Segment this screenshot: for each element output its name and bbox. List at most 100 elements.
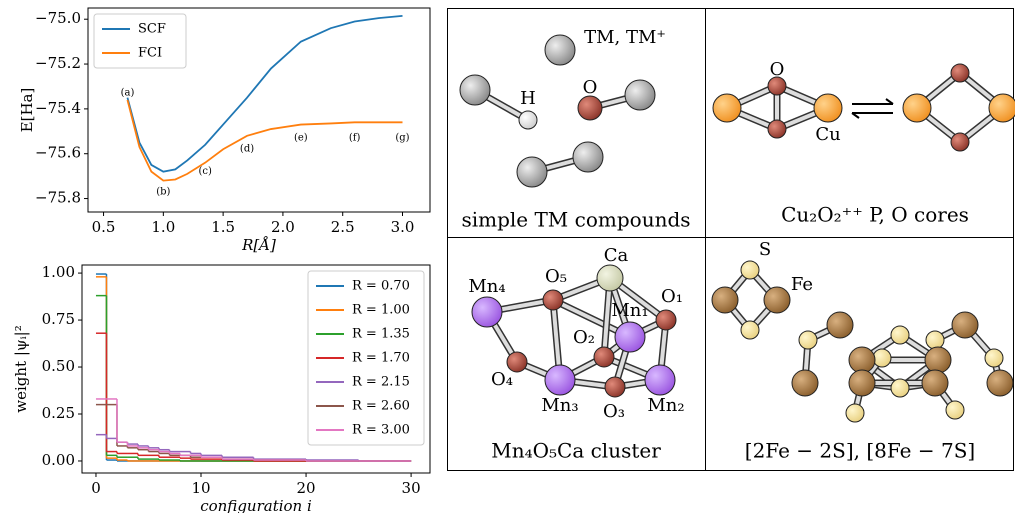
atom	[573, 142, 603, 172]
atom-label: S	[759, 239, 771, 260]
legend-label: R = 2.60	[352, 399, 410, 414]
annotation: (a)	[121, 88, 135, 99]
annotation: (d)	[240, 144, 254, 155]
atom-label: O₄	[491, 369, 513, 390]
y-tick-label: 1.00	[42, 263, 75, 281]
atom-label: H	[520, 88, 536, 109]
atom-label: Mn₂	[647, 395, 684, 416]
atom	[472, 297, 502, 327]
y-tick-label: 0.75	[42, 310, 75, 328]
atom	[741, 261, 759, 279]
atom	[849, 347, 875, 373]
atom	[625, 80, 655, 110]
atom	[545, 35, 575, 65]
atom	[814, 94, 842, 122]
annotation: (c)	[198, 166, 212, 177]
x-tick-label: 30	[402, 479, 421, 497]
atom	[543, 290, 563, 310]
annotation: (f)	[349, 133, 361, 144]
atom	[951, 133, 969, 151]
x-axis-label: configuration i	[200, 497, 312, 513]
atom	[926, 331, 944, 349]
legend-label: R = 1.70	[352, 351, 410, 366]
annotation: (e)	[294, 133, 308, 144]
legend-label: R = 0.70	[352, 279, 410, 294]
panel-frame	[448, 9, 1014, 471]
y-tick-label: −75.4	[35, 99, 81, 117]
atom	[946, 401, 964, 419]
atom	[922, 370, 948, 396]
atom	[987, 370, 1013, 396]
y-tick-label: 0.00	[42, 451, 75, 469]
atom	[903, 94, 931, 122]
atom-label: O	[770, 59, 785, 80]
panel-caption: Mn₄O₅Ca cluster	[491, 439, 661, 463]
atom	[594, 347, 614, 367]
panel-caption: Cu₂O₂⁺⁺ P, O cores	[781, 203, 969, 227]
atom-label: O₁	[661, 286, 683, 307]
atom-label: O₂	[573, 327, 595, 348]
atom	[764, 287, 790, 313]
atom	[792, 370, 818, 396]
atom	[656, 310, 676, 330]
y-axis-label: weight |ψᵢ|²	[12, 325, 30, 412]
atom-label: O	[583, 77, 598, 98]
panel-caption: [2Fe − 2S], [8Fe − 7S]	[745, 439, 975, 463]
arrow	[852, 113, 893, 118]
x-tick-label: 20	[297, 479, 316, 497]
y-axis-label: E[Ha]	[18, 88, 36, 133]
atom	[712, 287, 738, 313]
legend-label: SCF	[138, 22, 166, 37]
x-tick-label: 10	[191, 479, 210, 497]
annotation: (b)	[156, 186, 170, 197]
atom	[517, 157, 547, 187]
x-tick-label: 0.5	[92, 218, 116, 236]
atom-label: O₃	[603, 401, 625, 422]
annotation: (g)	[395, 133, 409, 144]
legend-label: FCI	[138, 46, 162, 61]
atom-label: Mn₄	[468, 276, 505, 297]
atom	[952, 312, 978, 338]
legend-label: R = 1.00	[352, 303, 410, 318]
y-tick-label: −75.6	[35, 144, 81, 162]
atom-label: Ca	[604, 245, 629, 266]
x-axis-label: R[Å]	[241, 236, 276, 254]
x-tick-label: 0	[91, 479, 101, 497]
atom-label: TM, TM⁺	[584, 27, 666, 48]
y-tick-label: 0.25	[42, 404, 75, 422]
atom	[849, 370, 875, 396]
atom	[873, 349, 891, 367]
atom	[989, 94, 1015, 122]
atom	[713, 94, 741, 122]
atom	[985, 349, 1003, 367]
atom	[615, 322, 645, 352]
legend-label: R = 3.00	[352, 423, 410, 438]
atom-label: Mn₃	[541, 395, 578, 416]
atom	[597, 265, 623, 291]
atom	[846, 404, 864, 422]
atom-label: Cu	[815, 124, 840, 145]
atom	[951, 64, 969, 82]
atom	[827, 312, 853, 338]
atom	[891, 326, 909, 344]
atom	[605, 377, 625, 397]
figure: 0.51.01.52.02.53.0−75.8−75.6−75.4−75.2−7…	[0, 0, 1015, 513]
legend-label: R = 1.35	[352, 327, 410, 342]
x-tick-label: 1.5	[211, 218, 235, 236]
atom	[545, 365, 575, 395]
atom	[645, 365, 675, 395]
atom	[460, 75, 490, 105]
page: {"chart_data":[ {"type":"line","ylabel":…	[0, 0, 1015, 517]
y-tick-label: 0.50	[42, 357, 75, 375]
atom-label: Fe	[791, 274, 813, 295]
x-tick-label: 3.0	[391, 218, 415, 236]
atom	[925, 347, 951, 373]
atom	[741, 321, 759, 339]
legend-label: R = 2.15	[352, 375, 410, 390]
x-tick-label: 2.0	[271, 218, 295, 236]
atom-label: O₅	[545, 266, 567, 287]
panel-caption: simple TM compounds	[461, 208, 690, 232]
x-tick-label: 1.0	[151, 218, 175, 236]
arrow	[852, 99, 893, 104]
line	[127, 100, 402, 181]
